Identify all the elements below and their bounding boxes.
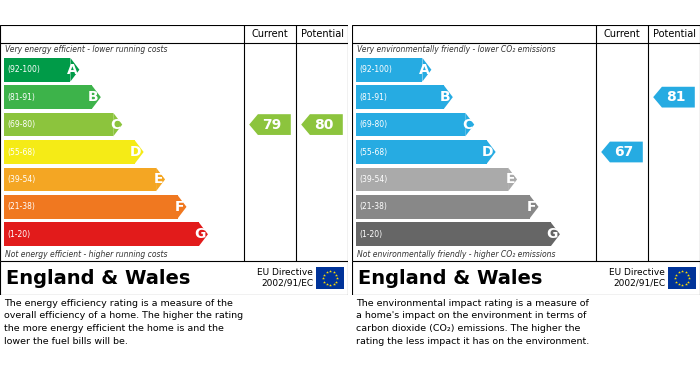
Polygon shape: [301, 114, 343, 135]
Text: The environmental impact rating is a measure of
a home's impact on the environme: The environmental impact rating is a mea…: [356, 299, 589, 346]
Text: (81-91): (81-91): [359, 93, 387, 102]
Text: England & Wales: England & Wales: [6, 269, 190, 287]
Text: (55-68): (55-68): [359, 147, 387, 156]
Polygon shape: [466, 113, 474, 136]
Text: D: D: [130, 145, 141, 159]
Polygon shape: [178, 195, 186, 219]
Text: (1-20): (1-20): [359, 230, 382, 239]
Bar: [356, 222, 551, 246]
Text: Potential: Potential: [300, 29, 344, 39]
Bar: [4, 58, 71, 81]
Text: Energy Efficiency Rating: Energy Efficiency Rating: [6, 6, 190, 19]
Polygon shape: [508, 168, 517, 191]
Text: EU Directive
2002/91/EC: EU Directive 2002/91/EC: [609, 268, 665, 288]
Bar: [356, 195, 529, 219]
Text: F: F: [527, 200, 536, 214]
Bar: [316, 267, 344, 289]
Bar: [356, 168, 508, 191]
Text: A: A: [419, 63, 429, 77]
Text: (39-54): (39-54): [7, 175, 35, 184]
Text: Very environmentally friendly - lower CO₂ emissions: Very environmentally friendly - lower CO…: [357, 45, 556, 54]
Polygon shape: [551, 222, 560, 246]
Polygon shape: [199, 222, 208, 246]
Text: Very energy efficient - lower running costs: Very energy efficient - lower running co…: [5, 45, 167, 54]
Bar: [356, 85, 444, 109]
Bar: [356, 58, 422, 81]
Text: G: G: [195, 227, 206, 241]
Bar: [356, 113, 466, 136]
Polygon shape: [444, 85, 453, 109]
Text: Not energy efficient - higher running costs: Not energy efficient - higher running co…: [5, 250, 167, 259]
Text: (55-68): (55-68): [7, 147, 35, 156]
Polygon shape: [422, 58, 431, 81]
Bar: [668, 267, 696, 289]
Text: 80: 80: [314, 118, 333, 131]
Text: (81-91): (81-91): [7, 93, 35, 102]
Text: (69-80): (69-80): [7, 120, 35, 129]
Text: E: E: [153, 172, 163, 187]
Text: 81: 81: [666, 90, 685, 104]
Text: B: B: [440, 90, 451, 104]
Polygon shape: [92, 85, 101, 109]
Text: Potential: Potential: [652, 29, 696, 39]
Text: (92-100): (92-100): [359, 65, 392, 74]
Text: The energy efficiency rating is a measure of the
overall efficiency of a home. T: The energy efficiency rating is a measur…: [4, 299, 243, 346]
Polygon shape: [71, 58, 79, 81]
Polygon shape: [134, 140, 144, 164]
Text: 79: 79: [262, 118, 281, 131]
Text: 67: 67: [614, 145, 634, 159]
Text: (1-20): (1-20): [7, 230, 30, 239]
Text: Current: Current: [603, 29, 640, 39]
Polygon shape: [601, 142, 643, 162]
Text: G: G: [547, 227, 558, 241]
Text: (69-80): (69-80): [359, 120, 387, 129]
Text: (21-38): (21-38): [7, 203, 35, 212]
Bar: [4, 168, 156, 191]
Text: (92-100): (92-100): [7, 65, 40, 74]
Polygon shape: [156, 168, 165, 191]
Bar: [4, 195, 178, 219]
Text: (39-54): (39-54): [359, 175, 387, 184]
Polygon shape: [653, 87, 695, 108]
Bar: [356, 140, 486, 164]
Polygon shape: [486, 140, 496, 164]
Bar: [4, 140, 134, 164]
Bar: [4, 222, 199, 246]
Bar: [4, 85, 92, 109]
Text: F: F: [175, 200, 185, 214]
Text: (21-38): (21-38): [359, 203, 387, 212]
Text: Environmental Impact (CO₂) Rating: Environmental Impact (CO₂) Rating: [358, 6, 620, 19]
Text: D: D: [482, 145, 493, 159]
Text: England & Wales: England & Wales: [358, 269, 542, 287]
Polygon shape: [113, 113, 122, 136]
Text: B: B: [88, 90, 99, 104]
Text: E: E: [505, 172, 515, 187]
Text: Not environmentally friendly - higher CO₂ emissions: Not environmentally friendly - higher CO…: [357, 250, 556, 259]
Text: EU Directive
2002/91/EC: EU Directive 2002/91/EC: [257, 268, 313, 288]
Polygon shape: [249, 114, 290, 135]
Polygon shape: [529, 195, 538, 219]
Text: Current: Current: [251, 29, 288, 39]
Text: C: C: [462, 118, 472, 131]
Bar: [4, 113, 113, 136]
Text: A: A: [66, 63, 78, 77]
Text: C: C: [110, 118, 120, 131]
